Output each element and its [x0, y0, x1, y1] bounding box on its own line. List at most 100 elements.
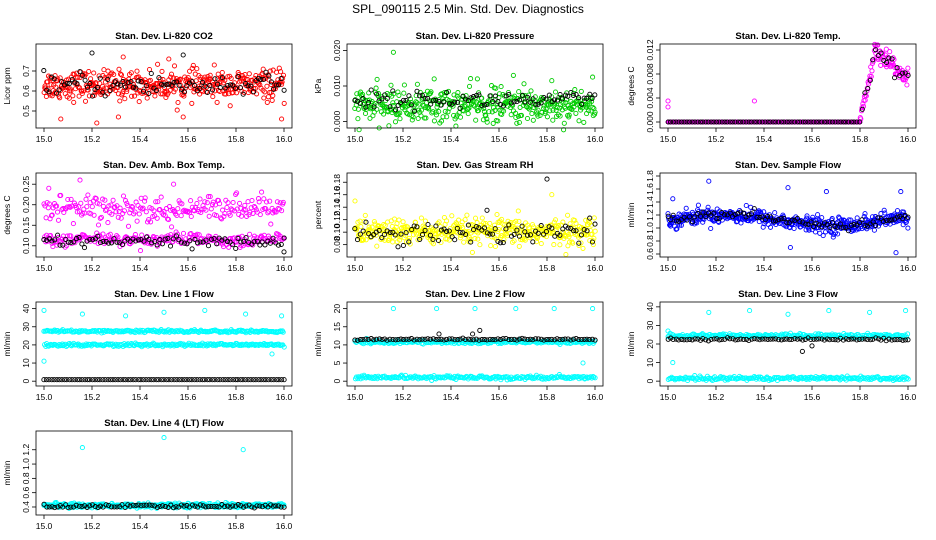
data-point-black	[411, 108, 418, 114]
data-point-black	[784, 220, 790, 226]
data-point-black	[63, 236, 69, 242]
data-point-magenta	[224, 204, 230, 211]
data-point-blue	[750, 208, 756, 214]
data-point-magenta	[266, 208, 272, 214]
data-point-red	[211, 62, 217, 68]
data-point-black	[503, 226, 509, 232]
x-tick-label: 15.8	[539, 134, 556, 144]
x-tick-label: 15.2	[395, 392, 412, 402]
data-point-black	[425, 221, 431, 228]
data-point-green	[374, 76, 380, 82]
data-point-cyan	[557, 373, 564, 380]
data-point-black	[873, 47, 879, 53]
data-point-blue	[716, 219, 722, 225]
data-point-blue	[846, 217, 852, 223]
data-point-black	[557, 232, 563, 238]
data-point-black	[41, 377, 47, 383]
data-point-black	[516, 336, 523, 342]
data-point-black	[199, 377, 206, 383]
data-point-magenta	[154, 215, 160, 221]
data-point-green	[390, 49, 396, 55]
data-point-yellow	[403, 233, 409, 239]
chart-svg-3: Stan. Dev. Li-820 Temp.degrees C15.0 15.2…	[626, 31, 917, 144]
data-point-cyan	[161, 309, 167, 315]
data-point-green	[392, 119, 399, 125]
data-point-yellow	[522, 237, 528, 243]
data-point-black	[414, 224, 420, 230]
data-point-black	[503, 93, 509, 99]
data-point-magenta	[96, 201, 102, 207]
data-point-green	[381, 111, 387, 117]
data-point-cyan	[905, 376, 911, 382]
data-point-green	[490, 120, 496, 126]
data-point-black	[759, 119, 765, 125]
data-point-black	[232, 85, 239, 91]
data-point-black	[395, 102, 401, 108]
x-tick-label: 15.4	[756, 134, 773, 144]
data-point-green	[529, 111, 535, 117]
data-point-red	[75, 75, 81, 81]
data-point-blue	[835, 231, 841, 237]
data-point-green	[362, 110, 369, 117]
data-point-black	[153, 377, 159, 383]
x-tick-label: 15.6	[804, 263, 821, 273]
data-point-black	[54, 377, 60, 383]
data-point-black	[436, 98, 442, 104]
data-point-green	[516, 89, 522, 95]
data-point-green	[410, 114, 416, 120]
y-tick-label: 0.16	[332, 186, 342, 203]
data-point-red	[66, 95, 72, 101]
data-point-black	[565, 336, 571, 342]
data-point-black	[205, 243, 212, 249]
data-point-magenta	[43, 215, 49, 221]
data-point-magenta	[85, 192, 91, 198]
data-point-blue	[787, 244, 793, 251]
data-point-black	[527, 99, 533, 105]
data-point-yellow	[449, 213, 455, 219]
data-point-magenta	[46, 201, 52, 207]
data-point-black	[105, 377, 111, 383]
data-point-black	[797, 219, 803, 225]
data-point-black	[51, 76, 57, 82]
x-tick-label: 15.4	[443, 392, 460, 402]
data-point-black	[449, 234, 455, 240]
data-point-magenta	[122, 198, 129, 204]
data-point-black	[274, 377, 280, 383]
x-tick-label: 15.6	[180, 392, 197, 402]
data-point-magenta	[125, 223, 132, 229]
data-point-black	[765, 119, 771, 125]
data-point-red	[97, 80, 103, 87]
plot-frame	[346, 172, 604, 258]
x-tick-label: 15.8	[228, 263, 245, 273]
y-tick-label: 0.010	[332, 75, 342, 97]
data-point-magenta	[130, 204, 136, 210]
data-point-green	[547, 108, 553, 114]
data-point-black	[900, 216, 906, 222]
data-point-black	[408, 336, 415, 342]
data-point-magenta	[54, 209, 61, 215]
data-point-black	[357, 231, 363, 237]
data-point-green	[465, 106, 471, 112]
data-point-yellow	[464, 212, 470, 218]
data-point-magenta	[102, 197, 108, 203]
data-point-red	[193, 78, 199, 84]
data-point-black	[679, 336, 685, 342]
data-point-black	[795, 119, 801, 125]
data-point-black	[527, 336, 533, 342]
data-point-black	[203, 237, 209, 243]
data-point-black	[72, 377, 78, 383]
data-point-black	[106, 240, 112, 246]
data-point-green	[561, 120, 567, 126]
data-point-black	[365, 336, 371, 342]
data-point-black	[673, 119, 679, 125]
data-point-black	[727, 210, 733, 216]
data-point-green	[496, 91, 503, 97]
data-point-black	[235, 74, 241, 80]
data-point-green	[493, 85, 499, 91]
data-point-black	[740, 119, 746, 125]
data-point-red	[187, 68, 193, 74]
data-point-black	[271, 86, 277, 92]
data-point-black	[524, 94, 530, 100]
data-point-black	[208, 236, 214, 242]
